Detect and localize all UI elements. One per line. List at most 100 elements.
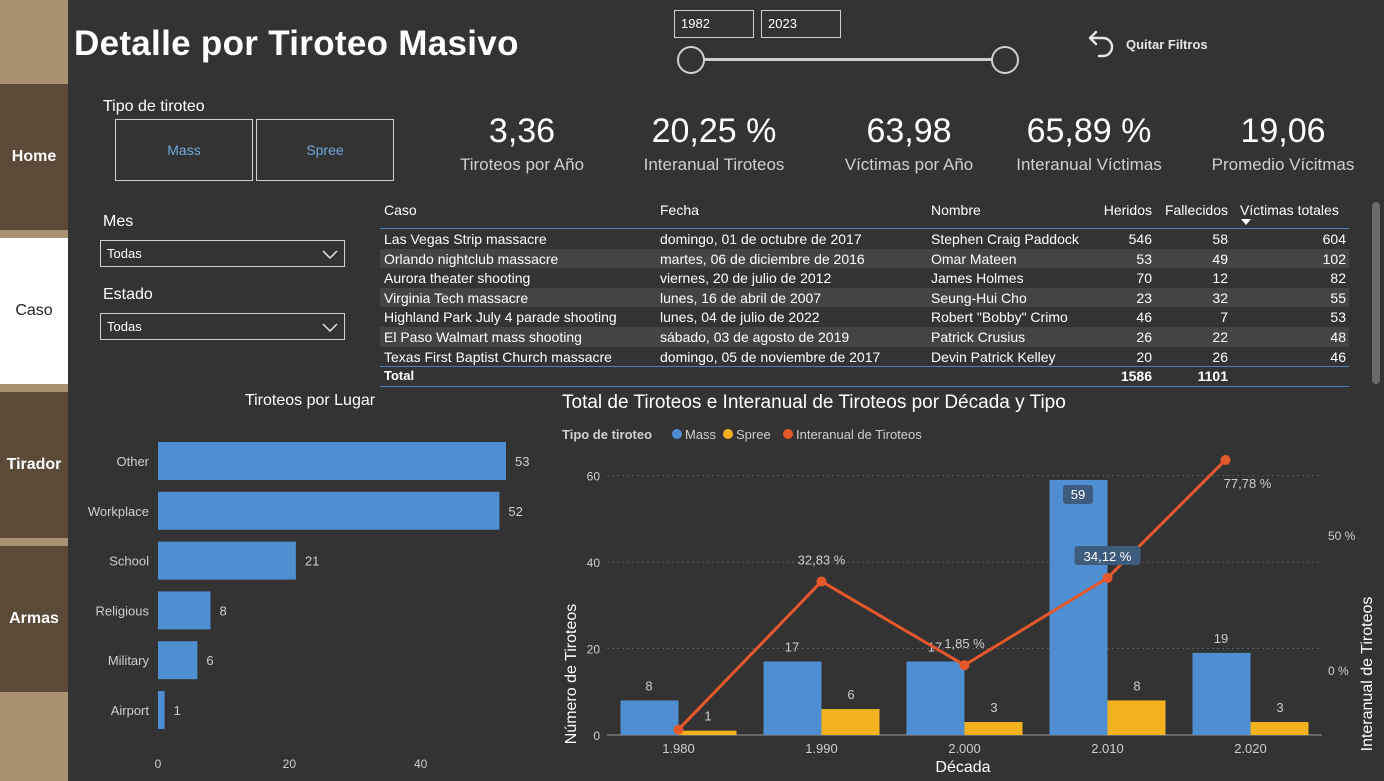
year-to-input[interactable]: 2023 — [761, 10, 841, 38]
table-row[interactable]: Aurora theater shooting viernes, 20 de ju… — [380, 268, 1349, 288]
bar-spree[interactable] — [1107, 700, 1166, 735]
chart-legend: Mass Spree Interanual de Tiroteos — [672, 427, 922, 442]
bar-mass[interactable] — [763, 661, 822, 735]
y-tick-label: 20 — [587, 643, 601, 657]
bar[interactable] — [158, 691, 165, 729]
y-tick-label: 40 — [587, 556, 601, 570]
type-option-spree[interactable]: Spree — [256, 119, 394, 181]
line-point[interactable] — [1102, 572, 1113, 583]
cell-heridos: 23 — [1136, 289, 1152, 306]
cell-caso: Orlando nightclub massacre — [384, 250, 559, 267]
cell-fallecidos: 49 — [1212, 250, 1228, 267]
table-row[interactable]: El Paso Walmart mass shooting sábado, 03 … — [380, 327, 1349, 347]
month-dropdown-value: Todas — [107, 246, 142, 261]
data-label: 1 — [174, 703, 181, 718]
column-header-caso[interactable]: Caso — [384, 202, 417, 218]
column-header-heridos[interactable]: Heridos — [1103, 202, 1152, 218]
category-label: Religious — [96, 603, 150, 618]
legend-marker[interactable] — [672, 429, 682, 439]
year-from-input[interactable]: 1982 — [674, 10, 754, 38]
x-tick-label: 0 — [155, 757, 162, 771]
column-header-nombre[interactable]: Nombre — [931, 202, 981, 218]
table-row[interactable]: Orlando nightclub massacre martes, 06 de … — [380, 248, 1349, 269]
cell-heridos: 546 — [1128, 231, 1152, 247]
sidebar-item-tirador[interactable]: Tirador — [0, 392, 68, 538]
clear-filters-button[interactable]: Quitar Filtros — [1086, 28, 1208, 60]
sidebar-item-home[interactable]: Home — [0, 84, 68, 230]
kpi-value: 65,89 % — [1026, 112, 1152, 150]
cell-victimas-totales: 48 — [1330, 329, 1346, 345]
bar[interactable] — [158, 491, 500, 530]
bar[interactable] — [158, 591, 211, 630]
x-tick-label: 1.990 — [805, 741, 838, 756]
cell-caso: Las Vegas Strip massacre — [384, 231, 547, 247]
cell-heridos: 70 — [1136, 270, 1152, 287]
column-header-fecha[interactable]: Fecha — [660, 202, 699, 218]
data-label: 34,12 % — [1084, 549, 1132, 564]
line-point[interactable] — [816, 576, 827, 587]
bar-spree[interactable] — [678, 730, 737, 735]
legend-marker[interactable] — [723, 429, 733, 439]
type-slicer-title: Tipo de tiroteo — [103, 98, 205, 115]
table-scrollbar[interactable] — [1372, 202, 1380, 384]
undo-arrow-icon — [1088, 30, 1114, 58]
sidebar-item-label: Caso — [15, 302, 53, 319]
bar[interactable] — [158, 442, 506, 480]
bar-group: Other 53 Workplace 52 School 21 Religious 8 Mili… — [88, 442, 529, 771]
legend-marker[interactable] — [783, 429, 793, 439]
month-dropdown[interactable]: Todas — [100, 240, 345, 267]
cell-heridos: 26 — [1136, 329, 1152, 345]
cell-fecha: domingo, 05 de noviembre de 2017 — [660, 348, 881, 365]
legend-label[interactable]: Mass — [685, 427, 717, 442]
chart-title: Total de Tiroteos e Interanual de Tirote… — [562, 392, 1066, 413]
bar-mass[interactable] — [906, 661, 965, 735]
year-slider-start-handle[interactable] — [677, 46, 705, 74]
total-fallecidos: 1101 — [1197, 368, 1228, 384]
cell-fecha: sábado, 03 de agosto de 2019 — [660, 329, 850, 345]
bar[interactable] — [158, 541, 296, 580]
line-point[interactable] — [959, 660, 970, 671]
cell-heridos: 53 — [1136, 250, 1152, 267]
sidebar-item-label: Home — [11, 148, 57, 165]
bar-spree[interactable] — [821, 709, 880, 735]
table-row[interactable]: Virginia Tech massacre lunes, 16 de abril… — [380, 287, 1349, 308]
year-slider-track[interactable] — [690, 58, 1006, 61]
table-row[interactable]: Highland Park July 4 parade shooting lune… — [380, 307, 1349, 327]
bar-mass[interactable] — [1192, 652, 1251, 735]
legend-label[interactable]: Interanual de Tiroteos — [796, 427, 922, 442]
sidebar-item-armas[interactable]: Armas — [0, 546, 68, 692]
bar-spree[interactable] — [1250, 722, 1309, 735]
table-row[interactable]: Texas First Baptist Church massacre domin… — [380, 347, 1349, 367]
data-label: 6 — [847, 687, 854, 702]
cell-victimas-totales: 604 — [1322, 231, 1346, 247]
cell-nombre: Stephen Craig Paddock — [931, 231, 1079, 247]
cell-victimas-totales: 53 — [1330, 309, 1346, 326]
cell-fecha: lunes, 16 de abril de 2007 — [660, 289, 822, 306]
state-dropdown[interactable]: Todas — [100, 313, 345, 340]
legend-label[interactable]: Spree — [736, 427, 771, 442]
x-tick-label: 1.980 — [662, 741, 695, 756]
cell-fallecidos: 58 — [1212, 231, 1228, 247]
kpi-value: 19,06 — [1240, 112, 1326, 150]
type-option-mass[interactable]: Mass — [115, 119, 253, 181]
bar[interactable] — [158, 641, 198, 680]
kpi-label: Interanual Víctimas — [1016, 155, 1162, 174]
chart-tiroteos-por-lugar: Tiroteos por Lugar Other 53 Workplace 52 Sch… — [88, 392, 530, 771]
line-point[interactable] — [1220, 454, 1231, 465]
table-row[interactable]: Las Vegas Strip massacre domingo, 01 de o… — [380, 229, 1349, 249]
bar-mass[interactable] — [620, 700, 679, 735]
category-label: Other — [116, 454, 149, 469]
column-header-fallecidos[interactable]: Fallecidos — [1164, 202, 1228, 218]
cell-fecha: martes, 06 de diciembre de 2016 — [660, 250, 865, 267]
line-point[interactable] — [673, 724, 684, 735]
column-header-victimas-totales[interactable]: Víctimas totales — [1240, 202, 1339, 218]
data-label: 17 — [785, 640, 799, 655]
bar-spree[interactable] — [964, 722, 1023, 735]
year-slider-end-handle[interactable] — [991, 46, 1019, 74]
data-label: 8 — [645, 678, 652, 693]
data-label: 21 — [305, 554, 319, 569]
data-label: 1,85 % — [944, 636, 985, 651]
sidebar-item-caso[interactable]: Caso — [0, 238, 68, 384]
clear-filters-label: Quitar Filtros — [1126, 36, 1208, 52]
